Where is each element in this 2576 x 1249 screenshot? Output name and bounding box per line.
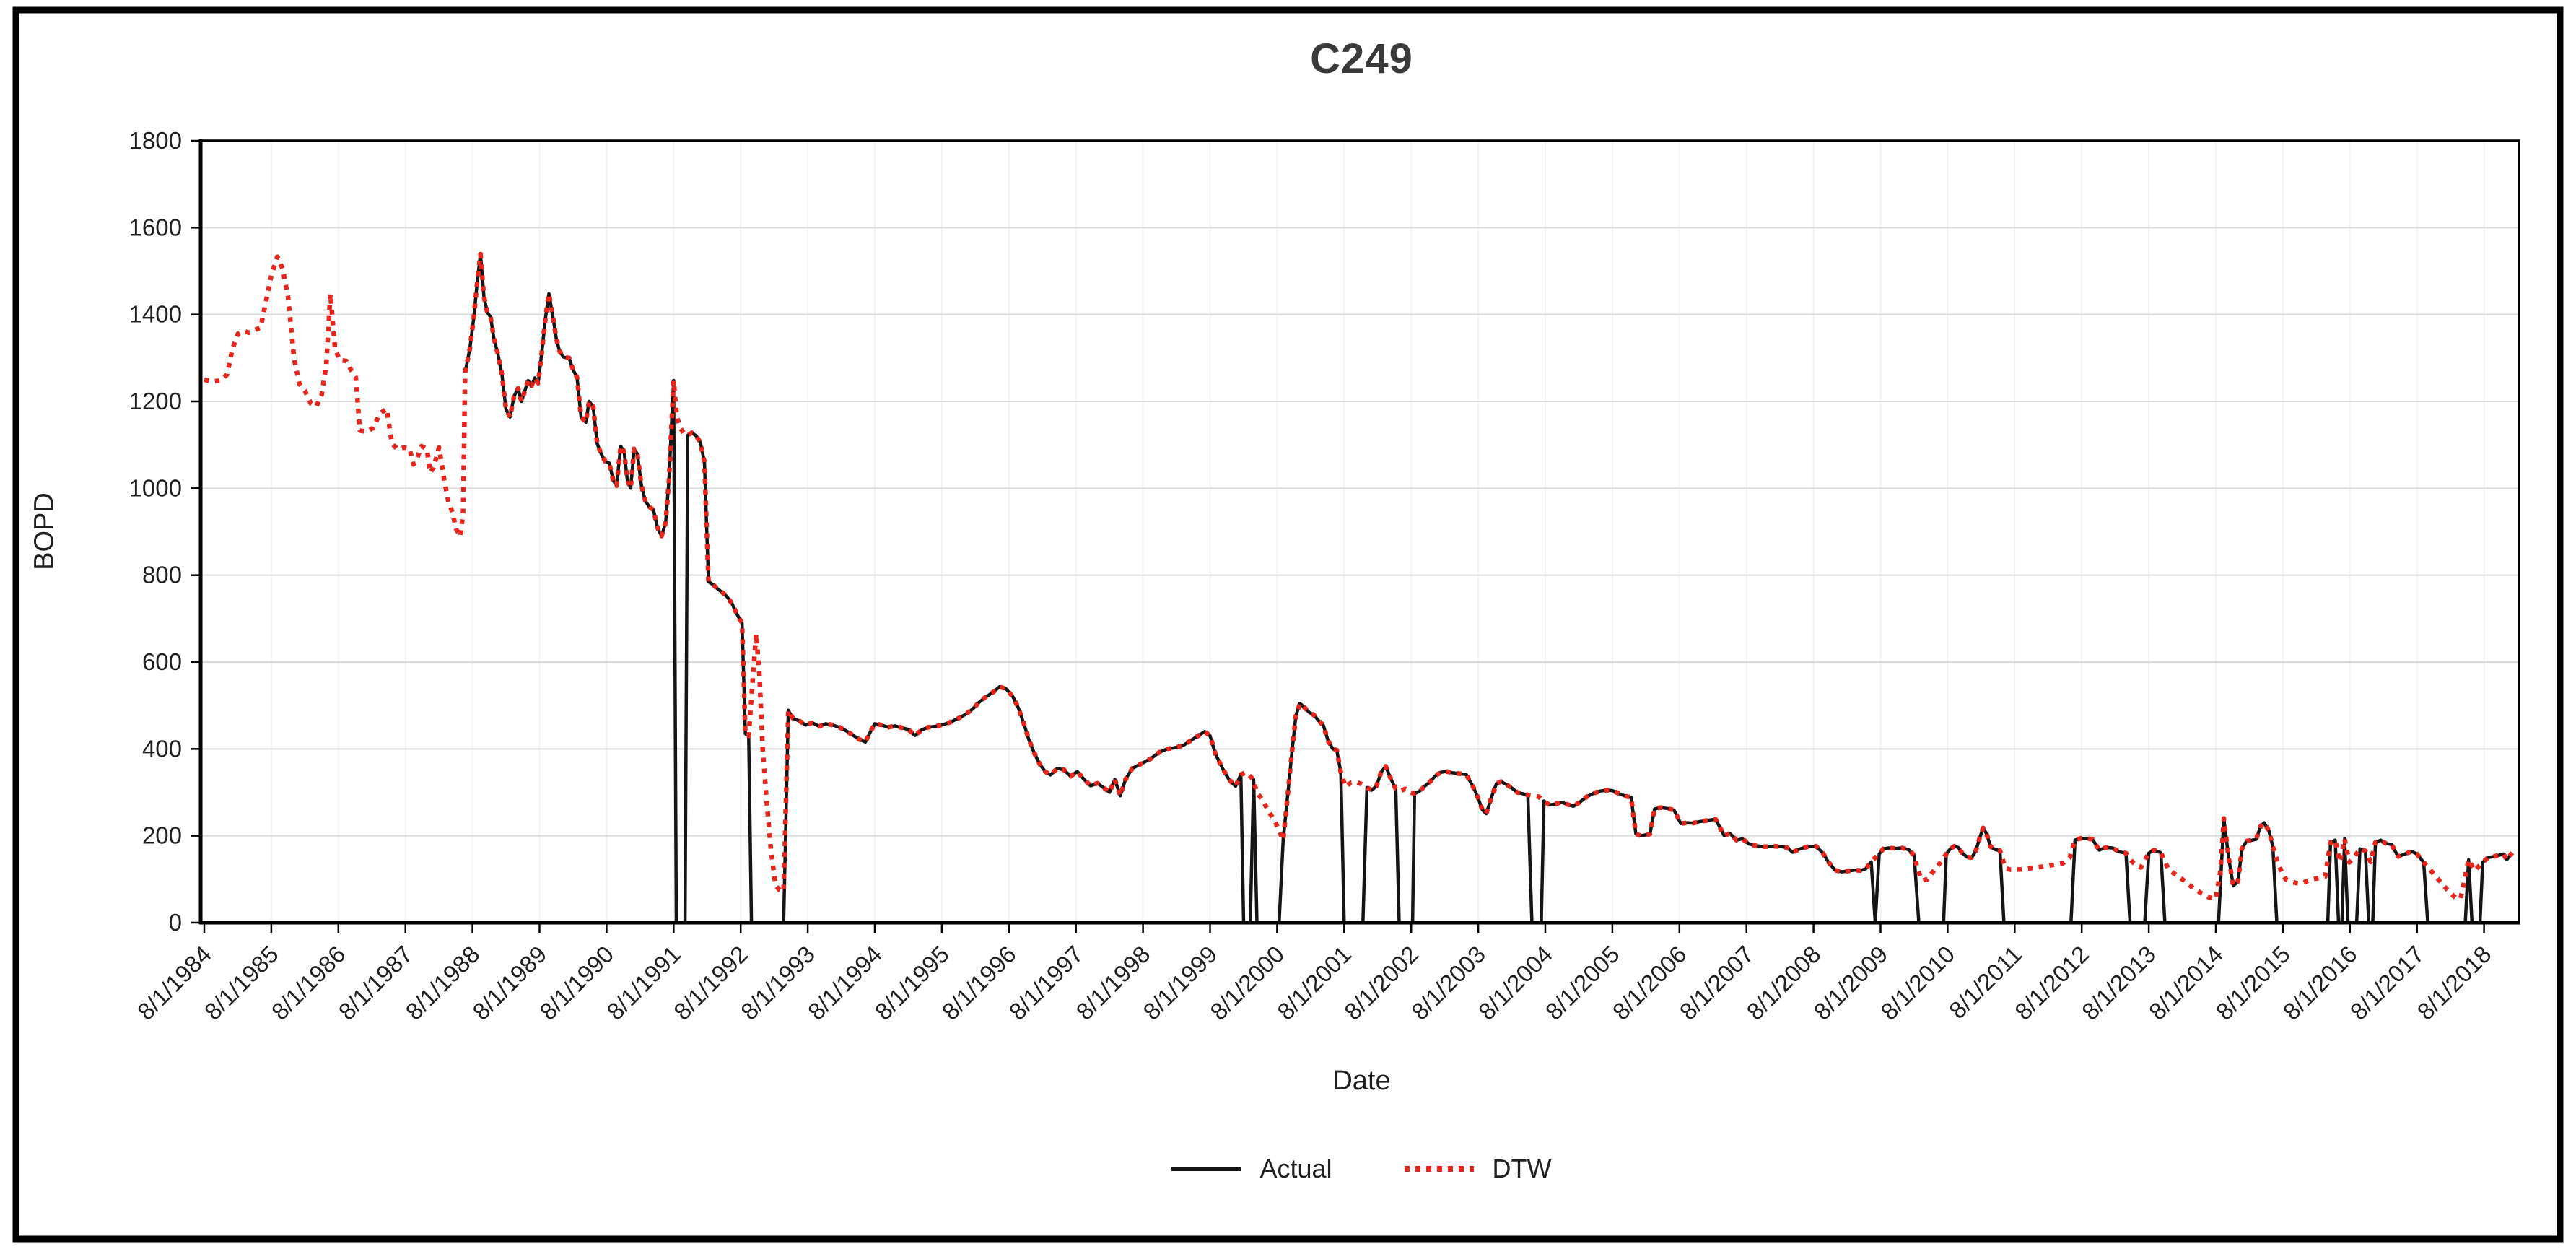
series-dtw-line xyxy=(204,251,2515,902)
y-tick-label: 1200 xyxy=(129,388,182,414)
x-tick-label: 8/1/1986 xyxy=(266,941,351,1025)
x-tick-label: 8/1/2000 xyxy=(1205,941,1289,1025)
x-tick-label: 8/1/2014 xyxy=(2144,941,2228,1025)
y-tick-label: 0 xyxy=(169,909,182,936)
x-tick-label: 8/1/2008 xyxy=(1742,941,1826,1025)
x-tick-label: 8/1/1996 xyxy=(937,941,1021,1025)
x-tick-label: 8/1/1995 xyxy=(870,941,954,1025)
plot-border xyxy=(199,139,2520,924)
y-tick-label: 1800 xyxy=(129,127,182,154)
x-tick-label: 8/1/2018 xyxy=(2412,941,2497,1025)
y-tick-label: 400 xyxy=(142,735,182,762)
x-tick-label: 8/1/1991 xyxy=(601,941,686,1025)
x-tick-label: 8/1/2005 xyxy=(1540,941,1625,1025)
legend: Actual DTW xyxy=(204,1154,2519,1184)
legend-swatch-actual-icon xyxy=(1171,1167,1241,1171)
x-tick-label: 8/1/1990 xyxy=(534,941,619,1025)
y-tick-label: 1000 xyxy=(129,474,182,501)
x-tick-label: 8/1/2017 xyxy=(2345,941,2429,1025)
x-tick-label: 8/1/2015 xyxy=(2211,941,2295,1025)
x-tick-label: 8/1/2006 xyxy=(1607,941,1692,1025)
x-tick-label: 8/1/2007 xyxy=(1675,941,1759,1025)
y-tick-label: 1400 xyxy=(129,301,182,328)
legend-label-actual: Actual xyxy=(1259,1154,1332,1183)
x-tick-label: 8/1/1989 xyxy=(467,941,551,1025)
y-tick-label: 800 xyxy=(142,562,182,588)
x-tick-label: 8/1/2002 xyxy=(1339,941,1423,1025)
x-axis-title: Date xyxy=(1332,1066,1391,1096)
y-tick-label: 1600 xyxy=(129,214,182,240)
x-tick-label: 8/1/2016 xyxy=(2278,941,2362,1025)
x-tick-label: 8/1/1988 xyxy=(401,941,485,1025)
x-tick-label: 8/1/1999 xyxy=(1138,941,1222,1025)
chart-title: C249 xyxy=(1310,35,1413,82)
x-tick-label: 8/1/1984 xyxy=(132,941,217,1025)
x-tick-label: 8/1/1987 xyxy=(333,941,418,1025)
x-tick-label: 8/1/1994 xyxy=(803,941,887,1025)
series-actual-line xyxy=(463,252,2514,925)
legend-label-dtw: DTW xyxy=(1492,1154,1552,1183)
x-tick-label: 8/1/2013 xyxy=(2077,941,2161,1025)
x-tick-label: 8/1/2010 xyxy=(1875,941,1960,1025)
y-axis-title: BOPD xyxy=(29,492,60,570)
x-tick-label: 8/1/1985 xyxy=(199,941,284,1025)
x-tick-label: 8/1/2004 xyxy=(1473,941,1558,1025)
x-tick-label: 8/1/1998 xyxy=(1071,941,1156,1025)
x-tick-label: 8/1/1992 xyxy=(668,941,753,1025)
figure-border xyxy=(12,6,2564,1243)
x-tick-label: 8/1/1997 xyxy=(1004,941,1088,1025)
x-tick-label: 8/1/2009 xyxy=(1808,941,1892,1025)
x-tick-label: 8/1/2001 xyxy=(1272,941,1356,1025)
x-tick-label: 8/1/2012 xyxy=(2009,941,2094,1025)
y-tick-label: 200 xyxy=(142,822,182,849)
x-tick-label: 8/1/2003 xyxy=(1406,941,1490,1025)
x-tick-label: 8/1/1993 xyxy=(735,941,820,1025)
y-tick-label: 600 xyxy=(142,648,182,675)
legend-swatch-dtw-icon xyxy=(1404,1166,1474,1172)
